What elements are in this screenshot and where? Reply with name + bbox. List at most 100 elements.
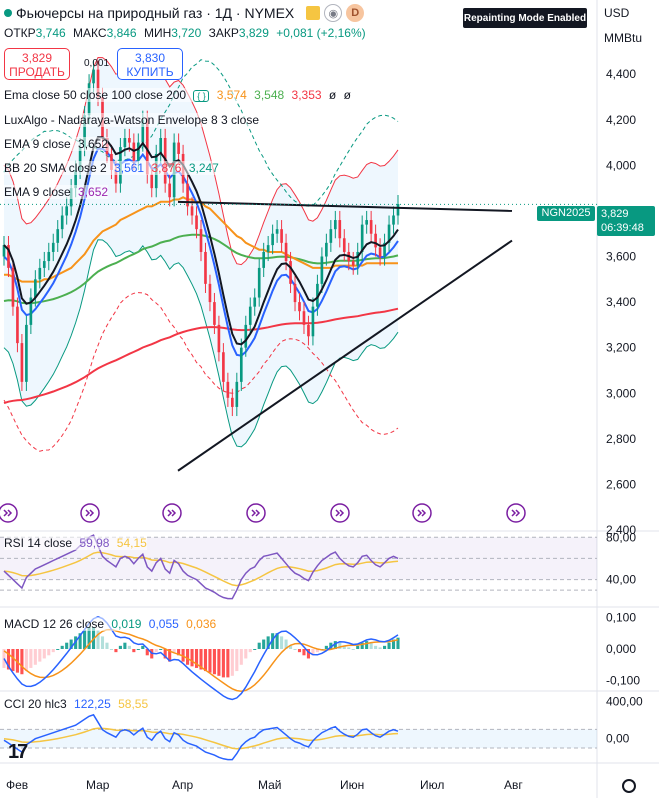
sell-button[interactable]: 3,829 ПРОДАТЬ [4,48,70,80]
macd-bar [351,649,355,650]
macd-bar [38,649,42,662]
legend-rsi-label: RSI 14 close [4,536,73,550]
candle [145,119,149,175]
candle [213,302,216,325]
symbol-title[interactable]: Фьючерсы на природный газ · 1Д · NYMEX [16,5,295,21]
candle [329,229,333,243]
bb-lower-line [3,239,399,448]
legend-luxalgo[interactable]: LuxAlgo - Nadaraya-Watson Envelope 8 3 c… [4,113,260,127]
macd-bar [391,639,396,649]
buy-button[interactable]: 3,830 КУПИТЬ [117,48,183,80]
eye-icon[interactable]: ◉ [324,4,343,22]
candle [289,261,292,284]
price-tick-10: 2,400 [606,523,636,537]
unit-select[interactable]: MMBtu [604,31,643,45]
legend-rsi-value: 59,98 [79,536,110,550]
settings-gear-icon[interactable] [622,779,636,793]
legend-cci[interactable]: CCI 20 hlc3 122,25 58,55 [4,697,149,711]
candle [177,142,180,154]
legend-ema9-b-label: EMA 9 close [4,185,71,199]
macd-bar [253,649,257,650]
macd-bar [96,630,100,649]
macd-bar [248,649,252,653]
macd-bar [33,649,37,665]
currency-select[interactable]: USD [604,6,630,20]
macd-bar [271,633,275,649]
macd-bar [172,649,176,653]
candle [29,297,33,325]
macd-bar [136,649,140,650]
legend-ema100-value: 3,548 [254,88,285,102]
visibility-icon[interactable]: { } [193,90,210,102]
candle [51,242,55,252]
rsi-ma-line [3,551,399,587]
buy-price: 3,830 [134,51,166,65]
repaint-badge: Repainting Mode Enabled [463,8,587,28]
change-value: +0,081 (+2,16%) [276,26,366,40]
delayed-data-icon[interactable]: D [346,4,365,22]
candle [186,183,189,207]
macd-bar [212,649,216,675]
macd-bar [383,645,387,649]
candle [235,381,239,407]
macd-bar [347,647,351,649]
macd-bar [47,649,51,656]
macd-bar [324,645,328,649]
open-label: ОТКР [4,26,36,40]
candle [325,242,328,257]
legend-rsi[interactable]: RSI 14 close 59,98 54,15 [4,536,147,550]
macd-bar [123,642,127,649]
event-arrow-icon [85,509,95,517]
macd-bar [60,645,64,649]
ohlc-readout: ОТКР3,746 МАКС3,846 МИН3,720 ЗАКР3,829 +… [4,26,370,40]
macd-bar [194,649,199,668]
macd-bar [83,630,87,649]
legend-ema9-b[interactable]: EMA 9 close 3,652 [4,185,109,199]
price-tick-1: 4,200 [606,113,636,127]
cci-line [3,713,399,761]
macd-bar [329,642,333,649]
macd-bar [284,639,288,649]
legend-luxalgo-label: LuxAlgo - Nadaraya-Watson Envelope 8 3 c… [4,113,260,127]
candle [298,302,301,312]
macd-bar [56,649,60,650]
macd-bar [356,645,360,649]
cci-tick-1: 0,00 [606,732,630,746]
candle [222,352,225,382]
candle [271,233,274,246]
time-tick-1: Мар [86,778,110,792]
flag-icon[interactable] [306,6,321,20]
legend-cci-ma-value: 58,55 [118,697,149,711]
low-value: 3,720 [171,26,202,40]
candle [244,324,248,348]
macd-bar [365,641,369,649]
macd-bar [275,633,279,649]
legend-ema9-a[interactable]: EMA 9 close 3,652 [4,137,109,151]
macd-bar [297,649,302,653]
candle [262,251,266,268]
candle [333,220,337,230]
macd-bar [342,645,346,649]
macd-bar [293,649,297,650]
candle [253,297,257,307]
legend-bb[interactable]: BB 20 SMA close 2 3,561 3,876 3,247 [4,161,219,175]
macd-bar [235,649,239,672]
legend-macd[interactable]: MACD 12 26 close 0,019 0,055 0,036 [4,617,217,631]
candle [96,69,100,97]
candle [11,267,15,307]
legend-ema[interactable]: Ema close 50 close 100 close 200 { } 3,5… [4,88,351,102]
candle [320,256,324,284]
close-label: ЗАКР [208,26,239,40]
close-value: 3,829 [238,26,269,40]
candle [42,261,46,268]
candle [123,138,127,148]
price-tick-2: 4,000 [606,158,636,172]
tradingview-logo-icon[interactable]: 17 [8,741,28,763]
resistance-line [177,200,513,212]
macd-bar [203,649,208,672]
candle [311,306,315,337]
legend-ema200-value: 3,353 [291,88,322,102]
candle [217,324,221,353]
macd-bar [360,642,364,649]
